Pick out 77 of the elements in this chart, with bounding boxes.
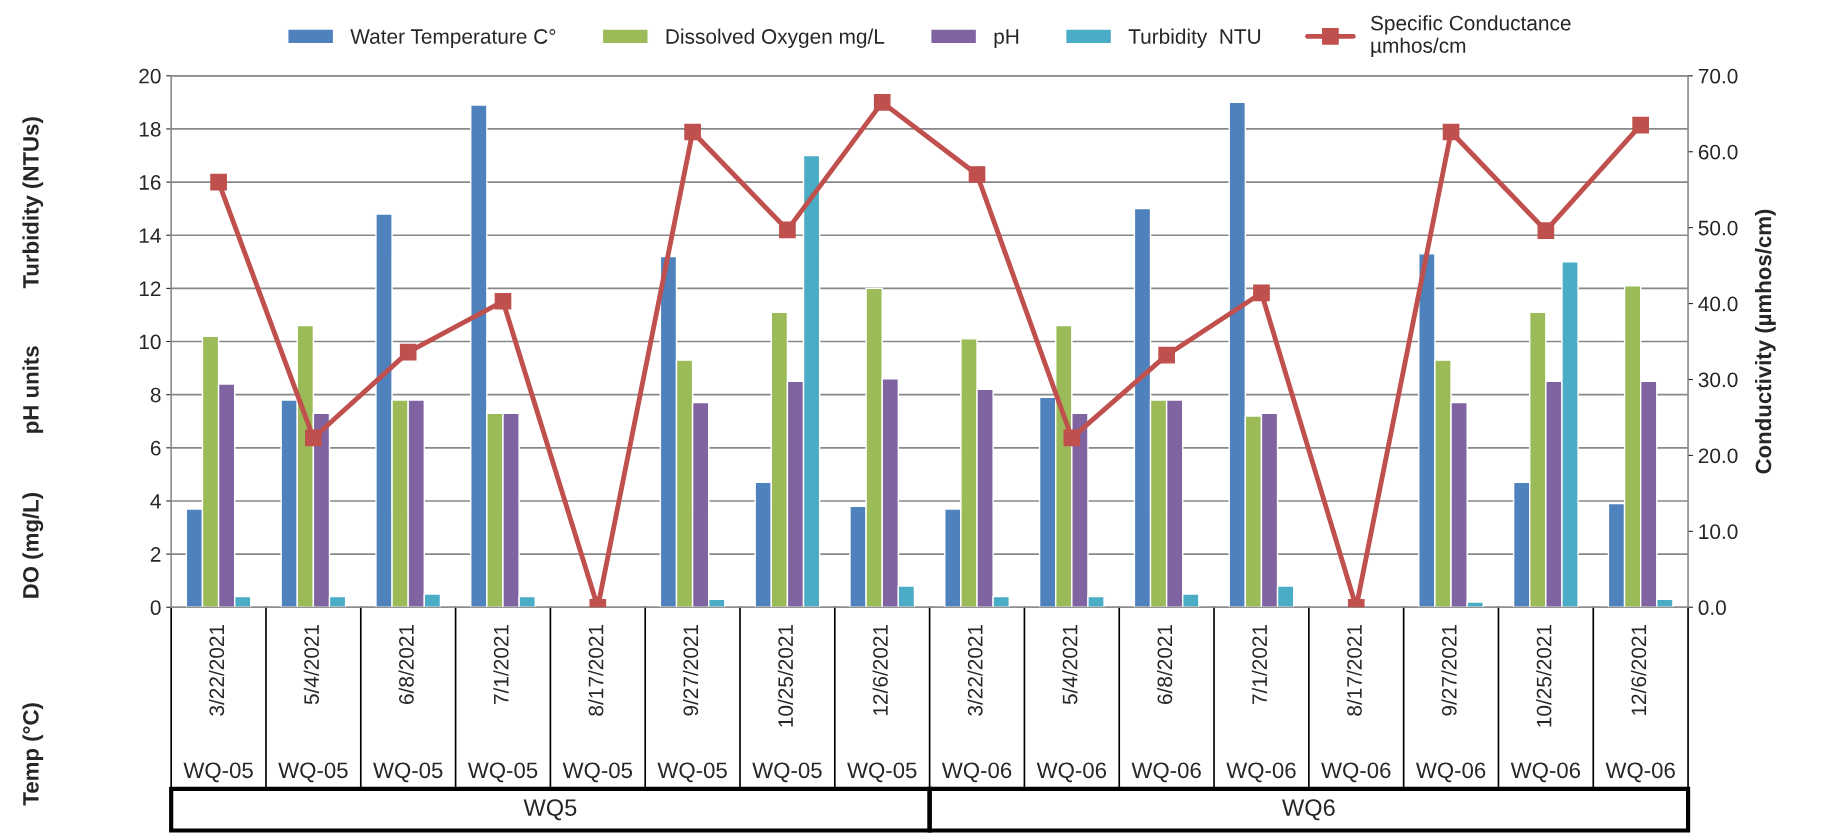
x-tick-label: 10/25/2021 bbox=[777, 624, 793, 727]
x-tick-label: 3/22/2021 bbox=[967, 624, 983, 716]
text: WQ-06 bbox=[1605, 762, 1675, 783]
text: pH units bbox=[22, 346, 44, 433]
x-tick-label: 7/1/2021 bbox=[1251, 624, 1268, 704]
point bbox=[684, 123, 701, 141]
text: WQ-05 bbox=[373, 762, 443, 783]
x-tick-label: 9/27/2021 bbox=[1441, 624, 1457, 716]
y-tick-label: 20 bbox=[139, 68, 161, 84]
text: WQ5 bbox=[523, 799, 577, 821]
y2-tick-label: 20.0 bbox=[1698, 448, 1738, 464]
point bbox=[779, 221, 796, 239]
y2-tick-label: 50.0 bbox=[1698, 220, 1738, 236]
y-tick-label: 6 bbox=[150, 440, 161, 456]
text: WQ-05 bbox=[752, 762, 822, 783]
text: WQ-06 bbox=[941, 762, 1012, 783]
legend-label: Dissolved Oxygen mg/L bbox=[666, 28, 885, 48]
x-tick-label: 7/1/2021 bbox=[493, 624, 509, 704]
y2-tick-label: 70.0 bbox=[1698, 68, 1738, 84]
x-tick-label: 6/8/2021 bbox=[1156, 624, 1173, 704]
y-tick-label: 2 bbox=[150, 547, 161, 562]
text: WQ6 bbox=[1282, 799, 1335, 821]
point bbox=[1253, 284, 1270, 302]
y-tick-label: 18 bbox=[139, 121, 161, 137]
legend-label: pH bbox=[994, 29, 1019, 48]
x-tick-label: 6/8/2021 bbox=[398, 624, 414, 704]
x-tick-label: 3/22/2021 bbox=[208, 624, 225, 716]
y2-tick-label: 10.0 bbox=[1699, 524, 1738, 540]
text: Temp (°C) bbox=[22, 703, 44, 806]
text: WQ-06 bbox=[1415, 762, 1486, 783]
y-tick-label: 12 bbox=[139, 281, 161, 296]
y2-axis-title: Conductivity (µmhos/cm) bbox=[1755, 209, 1776, 474]
text: WQ-05 bbox=[847, 762, 917, 783]
text: WQ-06 bbox=[1036, 762, 1107, 783]
text: WQ-05 bbox=[562, 762, 633, 783]
x-tick-label: 5/4/2021 bbox=[303, 624, 319, 705]
text: WQ-05 bbox=[657, 762, 727, 783]
text: Turbidity (NTUs) bbox=[22, 117, 44, 289]
text: WQ-06 bbox=[1131, 762, 1201, 783]
point bbox=[1158, 346, 1175, 364]
point bbox=[1537, 222, 1555, 240]
x-tick-label: 12/6/2021 bbox=[872, 624, 888, 716]
point bbox=[494, 292, 512, 310]
x-tick-label: 9/27/2021 bbox=[682, 624, 699, 716]
x-tick-label: 8/17/2021 bbox=[588, 624, 604, 716]
text: WQ-05 bbox=[183, 762, 253, 783]
point bbox=[873, 94, 891, 111]
point bbox=[968, 166, 986, 183]
text: WQ-06 bbox=[1510, 762, 1581, 783]
y2-tick-label: 40.0 bbox=[1698, 296, 1738, 312]
y2-tick-label: 60.0 bbox=[1698, 144, 1738, 160]
y-tick-label: 14 bbox=[139, 228, 161, 243]
y-tick-label: 10 bbox=[139, 334, 161, 350]
legend-label: Turbidity NTU bbox=[1128, 28, 1261, 48]
x-tick-label: 5/4/2021 bbox=[1062, 624, 1078, 705]
point bbox=[1063, 429, 1081, 447]
point bbox=[1442, 123, 1460, 141]
text: WQ-06 bbox=[1226, 762, 1296, 783]
legend-label: Water Temperature C° bbox=[350, 29, 556, 48]
text: WQ-06 bbox=[1321, 762, 1391, 783]
legend-label: Specific Conductance µmhos/cm bbox=[1370, 15, 1571, 58]
y-tick-label: 4 bbox=[150, 494, 161, 509]
text: WQ-05 bbox=[467, 762, 538, 783]
x-tick-label: 10/25/2021 bbox=[1536, 624, 1552, 727]
point bbox=[305, 429, 322, 447]
y2-tick-label: 30.0 bbox=[1698, 372, 1738, 388]
point bbox=[210, 173, 227, 191]
y-tick-label: 16 bbox=[139, 175, 161, 190]
text: WQ-05 bbox=[278, 762, 348, 783]
point bbox=[1632, 116, 1650, 134]
x-tick-label: 8/17/2021 bbox=[1346, 624, 1362, 716]
point bbox=[399, 343, 417, 361]
text: DO (mg/L) bbox=[22, 493, 44, 598]
y2-tick-label: 0.0 bbox=[1698, 600, 1726, 616]
x-tick-label: 12/6/2021 bbox=[1630, 624, 1647, 716]
y-tick-label: 8 bbox=[150, 387, 161, 403]
y-tick-label: 0 bbox=[150, 600, 161, 616]
